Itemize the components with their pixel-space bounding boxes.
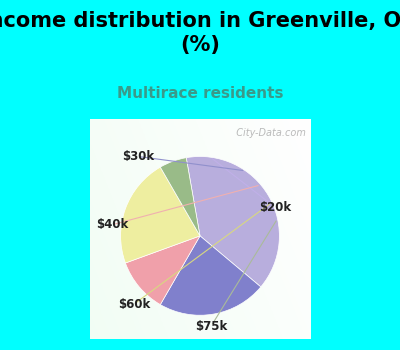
Text: City-Data.com: City-Data.com — [230, 128, 306, 138]
Text: $40k: $40k — [96, 218, 128, 231]
Wedge shape — [121, 167, 200, 263]
Wedge shape — [160, 158, 200, 236]
Text: $20k: $20k — [259, 201, 291, 214]
Wedge shape — [160, 236, 261, 315]
Text: $60k: $60k — [118, 298, 150, 311]
Text: Multirace residents: Multirace residents — [117, 86, 283, 101]
Wedge shape — [126, 236, 200, 304]
Text: $75k: $75k — [195, 320, 227, 333]
Text: $30k: $30k — [122, 150, 154, 163]
Text: Income distribution in Greenville, OH
(%): Income distribution in Greenville, OH (%… — [0, 10, 400, 55]
Wedge shape — [186, 156, 279, 287]
